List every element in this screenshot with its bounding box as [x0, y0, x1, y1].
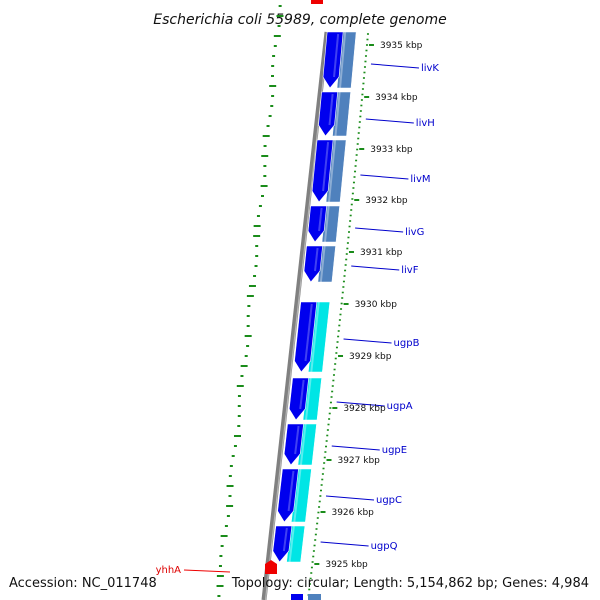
feature-sheen — [324, 205, 330, 243]
gene-arrow — [322, 31, 344, 89]
gene-label-livM: livM — [410, 174, 430, 185]
gene-label-ugpC: ugpC — [376, 495, 402, 506]
gene-leader-line — [343, 338, 392, 344]
gene-arrow-sheen — [294, 425, 300, 455]
topology-label: Topology: circular; Length: 5,154,862 bp… — [231, 576, 589, 591]
gene-label-livF: livF — [401, 265, 418, 276]
gene-arrow — [307, 205, 327, 243]
gene-arrow-sheen — [287, 470, 295, 512]
gene-arrow-sheen — [322, 141, 330, 192]
highlight-gene-label: yhhA — [156, 565, 182, 576]
gene-arrow — [303, 245, 323, 283]
gene-arrow — [294, 301, 318, 373]
gene-label-livH: livH — [416, 118, 435, 129]
gene-label-ugpE: ugpE — [382, 445, 407, 456]
gene-arrow — [311, 139, 334, 203]
gene-arrow-sheen — [314, 247, 319, 272]
gene-leader-line — [355, 227, 404, 233]
feature-sheen — [334, 91, 341, 137]
scale-track — [307, 33, 369, 596]
feature-sheen — [319, 245, 326, 283]
feature-sheen — [288, 525, 295, 563]
highlight-gene-leader — [183, 569, 231, 573]
feature-sheen — [299, 423, 307, 466]
scale-label: 3935 kbp — [380, 41, 423, 51]
top-highlight-marker — [311, 0, 323, 4]
gene-arrow-sheen — [333, 33, 340, 78]
gene-arrow-sheen — [304, 303, 313, 362]
gene-leader-line — [360, 174, 409, 180]
gene-leader-line — [370, 63, 419, 69]
gene-arrow-sheen — [299, 379, 305, 410]
accession-label: Accession: NC_011748 — [9, 576, 157, 591]
gene-leader-line — [365, 118, 414, 124]
gene-leader-line — [320, 541, 369, 547]
gene-label-livK: livK — [421, 63, 439, 74]
scale-label: 3929 kbp — [349, 352, 392, 362]
feature-sheen — [305, 377, 312, 421]
gene-leader-line — [331, 445, 380, 451]
gene-label-ugpA: ugpA — [387, 401, 413, 412]
gene-arrow-sheen — [328, 93, 334, 126]
map-title: Escherichia coli 55989, complete genome — [153, 12, 446, 28]
gc-content-track — [216, 5, 284, 597]
bottom-gene-fragment — [291, 594, 303, 600]
scale-label: 3928 kbp — [343, 404, 386, 414]
scale-label: 3927 kbp — [337, 456, 380, 466]
scale-label: 3932 kbp — [365, 196, 408, 206]
scale-labels: 3935 kbp 3934 kbp 3933 kbp 3932 kbp 3931 kbp… — [314, 41, 423, 570]
scale-label: 3926 kbp — [331, 508, 374, 518]
gene-arrow — [272, 525, 293, 563]
feature-sheen — [293, 468, 302, 523]
gene-label-ugpQ: ugpQ — [371, 541, 398, 552]
highlight-gene-arrow — [265, 560, 277, 574]
gene-arrow — [277, 468, 299, 523]
genome-backbone — [261, 31, 330, 600]
gene-arrow-sheen — [318, 207, 323, 232]
feature-sheen — [339, 31, 347, 89]
gene-arrow — [283, 423, 304, 466]
gene-labels: livK livH livM livG livF ugpB ugpA ugpE ugpC ugpQ — [320, 63, 439, 552]
gene-arrow — [288, 377, 309, 421]
scale-label: 3934 kbp — [375, 93, 418, 103]
gene-arrow-sheen — [282, 527, 288, 552]
scale-label: 3925 kbp — [325, 560, 368, 570]
gene-leader-line — [336, 401, 385, 407]
scale-label: 3930 kbp — [355, 300, 398, 310]
gene-leader-line — [325, 495, 375, 501]
highlight-gene-group: yhhA — [156, 560, 277, 576]
scale-label: 3931 kbp — [360, 248, 403, 258]
feature-sheen — [328, 139, 337, 203]
gene-arrows-track — [272, 31, 344, 563]
gene-label-livG: livG — [405, 227, 424, 238]
gene-label-ugpB: ugpB — [394, 338, 420, 349]
gene-leader-line — [351, 265, 400, 271]
scale-label: 3933 kbp — [370, 145, 413, 155]
bottom-feature-fragment — [308, 594, 321, 600]
feature-sheen — [310, 301, 320, 373]
gene-arrow — [318, 91, 338, 137]
